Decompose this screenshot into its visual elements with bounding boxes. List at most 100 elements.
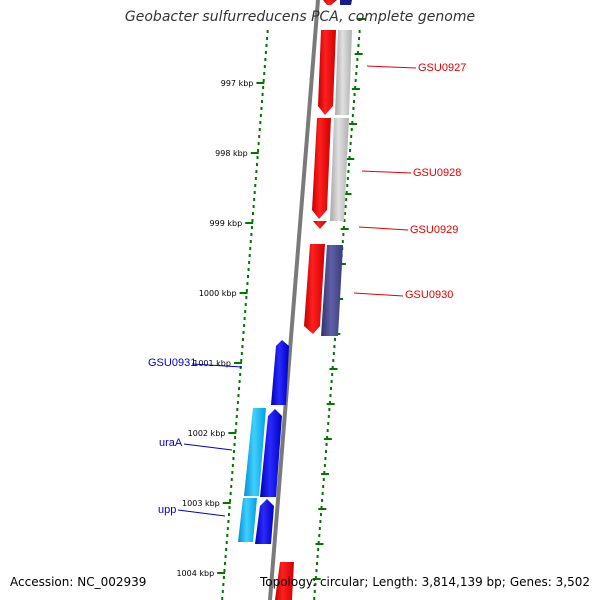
gene-label-uraa[interactable]: uraA	[159, 437, 183, 449]
left-track-dot	[242, 331, 245, 334]
right-track-dot	[351, 114, 354, 117]
scale-label: 1001 kbp	[193, 359, 231, 368]
left-track-dot	[227, 513, 230, 516]
right-track-dot	[329, 394, 332, 397]
right-track-dot	[321, 499, 324, 502]
left-track-dot	[260, 107, 263, 110]
right-track-dot	[326, 436, 329, 439]
left-track-dot	[237, 394, 240, 397]
gene-gsu0926-red-top[interactable]	[323, 0, 337, 5]
length-label: Length:	[372, 575, 418, 589]
right-track-dot	[331, 366, 334, 369]
right-track-dot	[319, 520, 322, 523]
gene-slate[interactable]	[321, 245, 343, 336]
gene-gsu0931-blue[interactable]	[271, 340, 289, 405]
left-track-dot	[226, 534, 229, 537]
topology-label: Topology:	[259, 575, 317, 589]
right-track-dot	[321, 492, 324, 495]
gene-gsu0929-red[interactable]	[313, 221, 327, 229]
gene-label-upp[interactable]: upp	[158, 504, 176, 516]
left-track-dot	[230, 478, 233, 481]
gene-label-gsu0929[interactable]: GSU0929	[410, 224, 458, 236]
right-track-dot	[346, 177, 349, 180]
right-track-dot	[352, 107, 355, 110]
right-track-dot	[344, 205, 347, 208]
left-track-dot	[233, 443, 236, 446]
right-track-dot	[313, 590, 316, 593]
left-track-dot	[266, 37, 269, 40]
left-track-dot	[231, 464, 234, 467]
right-track-dot	[350, 135, 353, 138]
right-track-dot	[318, 534, 321, 537]
gene-label-gsu0931[interactable]: GSU0931	[148, 357, 196, 369]
gene-upp-cyan[interactable]	[238, 498, 257, 542]
right-track-dot	[332, 359, 335, 362]
left-track-dot	[251, 219, 254, 222]
left-track-dot	[256, 156, 259, 159]
right-track-dot	[325, 443, 328, 446]
left-track-dot	[243, 324, 246, 327]
right-track-dot	[332, 352, 335, 355]
right-track-dot	[346, 184, 349, 187]
right-track-dot	[327, 415, 330, 418]
right-track-dot	[351, 121, 354, 124]
right-track-dot	[358, 37, 361, 40]
left-track-dot	[263, 65, 266, 68]
right-track-dot	[354, 86, 357, 89]
gene-gray-top[interactable]	[335, 30, 352, 115]
right-track-dot	[357, 44, 360, 47]
gene-label-gsu0928[interactable]: GSU0928	[413, 167, 461, 179]
gene-uraa-cyan[interactable]	[244, 408, 266, 496]
left-tick-track	[221, 30, 269, 600]
gene-red-bottom[interactable]	[275, 562, 294, 600]
scale-label: 1004 kbp	[176, 569, 214, 578]
right-track-dot	[333, 338, 336, 341]
left-track-dot	[261, 93, 264, 96]
right-track-dot	[349, 142, 352, 145]
right-track-dot	[330, 387, 333, 390]
left-track-dot	[227, 520, 230, 523]
left-track-dot	[264, 51, 267, 54]
genome-backbone	[268, 0, 320, 600]
left-track-dot	[247, 275, 249, 278]
gene-gsu0927-red[interactable]	[318, 30, 336, 115]
left-track-dot	[241, 345, 244, 348]
right-track-dot	[315, 569, 318, 572]
left-track-dot	[252, 212, 255, 215]
scale-label: 1000 kbp	[199, 289, 237, 298]
left-track-dot	[232, 457, 235, 460]
right-track-dot	[323, 464, 326, 467]
scale-label: 997 kbp	[221, 79, 254, 88]
right-track-dot	[356, 51, 359, 54]
right-track-dot	[354, 79, 357, 82]
scale-label: 1002 kbp	[188, 429, 226, 438]
left-track-dot	[253, 191, 256, 194]
left-track-dot	[261, 100, 263, 103]
gene-gray-middle[interactable]	[330, 118, 349, 221]
gene-label-gsu0930[interactable]: GSU0930	[405, 289, 453, 301]
gene-label-gsu0927[interactable]: GSU0927	[418, 62, 466, 74]
left-track-dot	[236, 401, 239, 404]
left-track-dot	[222, 576, 225, 579]
right-track-dot	[317, 548, 320, 551]
right-track-dot	[353, 100, 355, 103]
gene-gsu0928-red[interactable]	[312, 118, 331, 219]
right-track-dot	[348, 156, 351, 159]
right-track-dot	[328, 401, 331, 404]
gene-uraa-blue[interactable]	[260, 409, 282, 497]
gene-upp-blue[interactable]	[255, 499, 274, 544]
left-track-dot	[255, 163, 258, 166]
right-track-dot	[323, 471, 326, 474]
right-track-dot	[358, 30, 361, 33]
gene-gsu0930-red[interactable]	[304, 244, 325, 334]
left-track-dot	[224, 562, 227, 565]
right-track-dot	[355, 65, 358, 68]
left-track-dot	[236, 408, 239, 411]
left-track-dot	[241, 338, 244, 341]
accession-info: Accession: NC_002939	[10, 575, 146, 589]
right-track-dot	[353, 93, 356, 96]
map-title: Geobacter sulfurreducens PCA, complete g…	[124, 9, 476, 25]
gene-navy-top[interactable]	[340, 0, 352, 5]
left-track-dot	[239, 366, 242, 369]
right-track-dot	[343, 219, 346, 222]
